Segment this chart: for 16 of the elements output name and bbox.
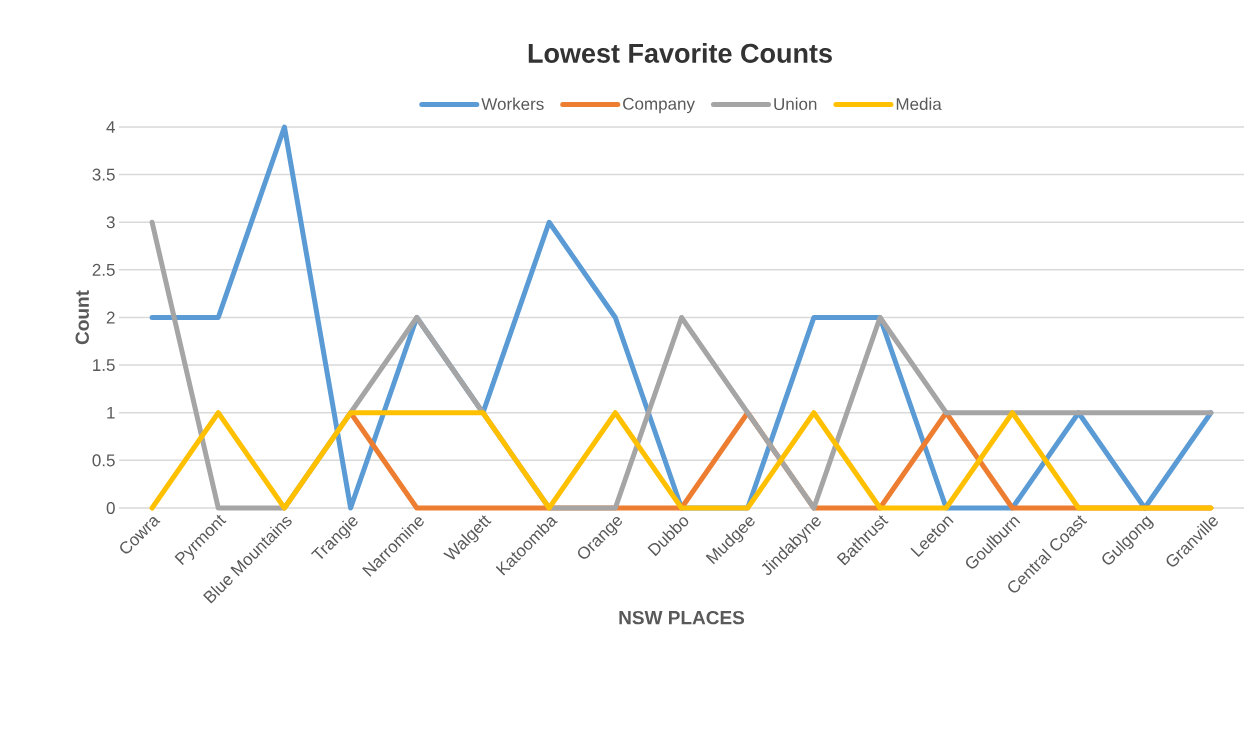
legend-label: Workers [481, 97, 544, 111]
legend-label: Union [774, 97, 817, 111]
y-tick-label: 1.5 [93, 359, 115, 372]
y-tick-label: 3 [106, 216, 115, 229]
y-tick-label: 2.5 [92, 263, 115, 276]
y-axis-title: Count [75, 290, 89, 345]
y-tick-label: 4 [106, 121, 115, 133]
y-tick-label: 1 [107, 406, 115, 419]
chart-title: Lowest Favorite Counts [528, 43, 832, 63]
legend-label: Media [896, 97, 942, 111]
x-axis-title: NSW PLACES [619, 610, 745, 625]
y-tick-label: 3.5 [92, 168, 115, 181]
y-tick-label: 2 [106, 311, 115, 324]
y-tick-label: 0.5 [92, 454, 115, 467]
y-tick-label: 0 [106, 501, 115, 515]
legend-label: Company [623, 97, 695, 114]
